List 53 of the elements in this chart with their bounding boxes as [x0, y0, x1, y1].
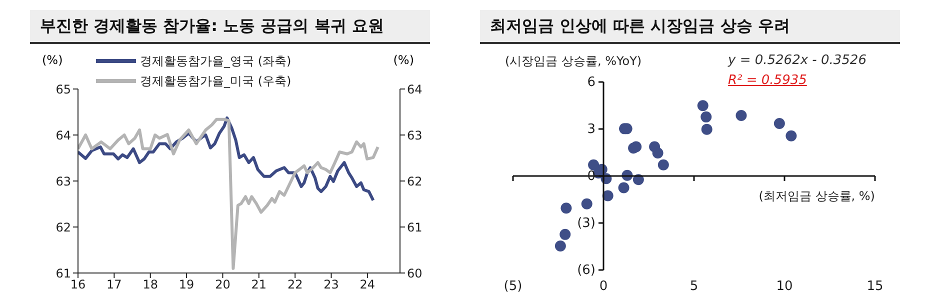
point [652, 147, 664, 158]
x-tick-label: 21 [251, 278, 267, 292]
point [630, 141, 642, 152]
y2-tick-label: 63 [407, 128, 422, 142]
y-axis-title: (%) [42, 53, 63, 67]
point [618, 182, 630, 194]
y2-tick-label: 61 [407, 220, 422, 234]
legend-label: 경제활동참가율_영국 (좌축) [140, 53, 292, 70]
chart-title: 부진한 경제활동 참가율: 노동 공급의 복귀 요원 [30, 10, 430, 44]
x-tick-label: 17 [106, 278, 122, 292]
x-tick-label: 20 [215, 278, 230, 292]
x-tick-label: 19 [178, 278, 194, 292]
x-tick-label: 18 [142, 278, 158, 292]
annotation: R² = 0.5935 [728, 73, 807, 88]
point [701, 124, 712, 135]
y-tick-label: 65 [56, 82, 71, 96]
x-tick-label: 23 [324, 278, 339, 292]
y-tick-label: 3 [587, 122, 596, 137]
point [697, 100, 708, 112]
x-tick-label: 24 [360, 278, 376, 292]
y-tick-label: 64 [56, 128, 71, 142]
y-axis-title: (시장임금 상승률, %YoY) [505, 53, 642, 70]
point [560, 202, 572, 214]
y-tick-label: 6 [587, 75, 596, 90]
x-axis-title: (최저임금 상승률, %) [758, 188, 875, 205]
x-tick-label: 10 [776, 279, 793, 294]
x-tick-label: 22 [287, 278, 303, 292]
legend-label: 경제활동참가율_미국 (우축) [140, 73, 292, 90]
y-tick-label: 62 [56, 220, 71, 234]
point [554, 240, 566, 252]
point [774, 118, 785, 130]
x-tick-label: 5 [690, 279, 698, 294]
y2-tick-label: 60 [407, 266, 422, 280]
point [736, 110, 747, 122]
chart-title: 최저임금 인상에 따른 시장임금 상승 우려 [480, 10, 900, 44]
y2-tick-label: 62 [407, 174, 422, 188]
x-tick-label: 15 [866, 279, 884, 294]
point [786, 130, 797, 142]
y2-tick-label: 64 [407, 82, 422, 96]
y-tick-label: (3) [577, 216, 596, 231]
line-series [78, 118, 380, 270]
y-tick-label: (6) [577, 263, 596, 278]
point [581, 198, 592, 210]
x-tick-label: 16 [70, 278, 86, 292]
y-tick-label: 61 [56, 266, 71, 280]
point [700, 111, 712, 122]
x-tick-label: 0 [599, 279, 608, 294]
y2-axis-title: (%) [393, 53, 414, 67]
x-tick-label: (5) [504, 279, 522, 294]
y-tick-label: 63 [56, 174, 71, 188]
point [658, 159, 669, 170]
point [560, 228, 571, 240]
text: y = 0.5262x - 0.3526 [728, 53, 866, 68]
